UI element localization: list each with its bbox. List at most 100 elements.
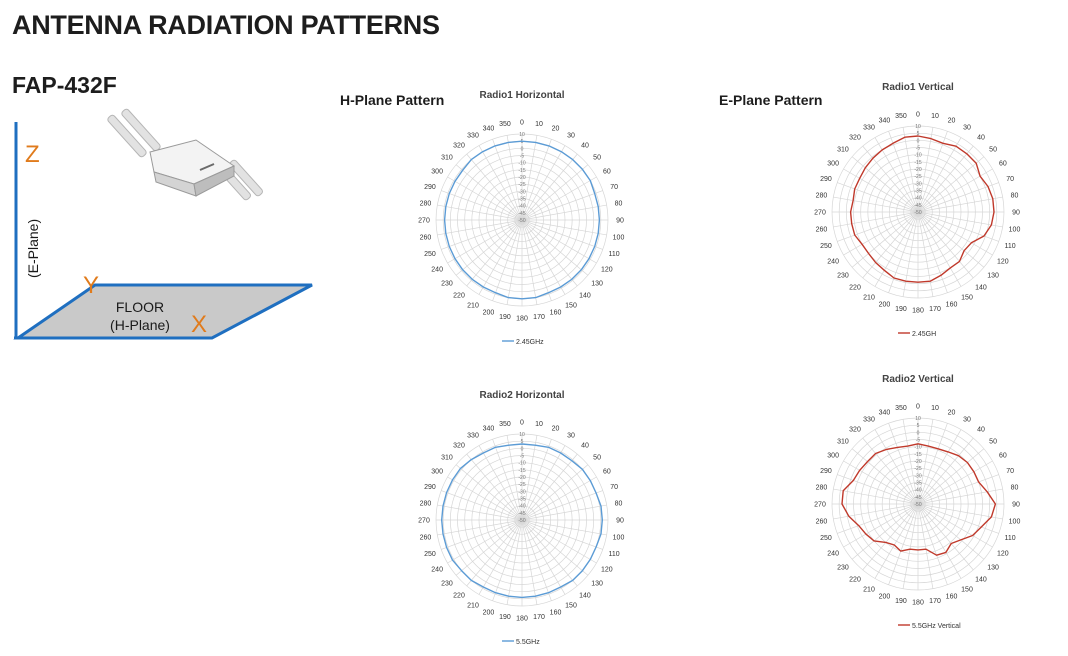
grid-spoke [466,453,523,521]
angle-tick-label: 340 [483,425,495,432]
grid-spoke [455,219,523,276]
grid-spoke [851,503,919,560]
angle-tick-label: 50 [593,455,601,462]
grid-spoke [492,139,523,221]
angle-tick-label: 170 [929,598,941,605]
grid-spoke [521,176,597,221]
chart-title: Radio1 Vertical [882,82,954,93]
angle-tick-label: 260 [816,519,828,526]
grid-spoke [917,503,985,560]
y-axis-label: Y [83,272,99,299]
angle-tick-label: 20 [552,425,560,432]
angle-tick-label: 290 [424,184,436,191]
e-plane-pattern-label: E-Plane Pattern [719,92,823,108]
grid-spoke [917,211,934,297]
radial-tick-label: 0 [521,146,524,152]
page-title: ANTENNA RADIATION PATTERNS [12,10,440,40]
grid-spoke [437,504,523,521]
radial-tick-label: -10 [518,161,525,167]
angle-tick-label: 220 [453,293,465,300]
angle-tick-label: 340 [483,125,495,132]
radial-tick-label: -40 [518,504,525,510]
angle-tick-label: 210 [863,586,875,593]
radio2-vertical-chart: Radio2 Vertical 0 10 20 30 40 50 60 70 80 90 100 110… [790,370,1046,638]
radial-tick-label: -25 [914,174,921,180]
z-axis-label: Z [25,141,40,168]
radial-tick-label: 10 [519,432,525,438]
grid-spoke [862,503,919,571]
angle-tick-label: 280 [420,200,432,207]
h-plane-pattern-label: H-Plane Pattern [340,92,445,108]
angle-tick-label: 310 [837,439,849,446]
angle-tick-label: 50 [989,147,997,154]
angle-tick-label: 210 [467,602,479,609]
grid-spoke [917,448,985,505]
angle-tick-label: 230 [837,564,849,571]
grid-spoke [521,519,538,605]
angle-tick-label: 150 [565,602,577,609]
grid-spoke [478,219,523,295]
grid-spoke [917,127,934,213]
angle-tick-label: 30 [963,417,971,424]
angle-tick-label: 230 [441,580,453,587]
radial-tick-label: -15 [914,160,921,166]
angle-tick-label: 140 [579,293,591,300]
radial-tick-label: -45 [518,211,525,217]
angle-tick-label: 160 [550,610,562,617]
chart-title: Radio2 Horizontal [479,390,564,401]
radio1-vertical-chart: Radio1 Vertical 0 10 20 30 40 50 60 70 80 90 100 110… [790,78,1046,346]
legend-label: 2.45GHz [516,339,544,346]
grid-spoke [521,519,566,595]
angle-tick-label: 20 [552,125,560,132]
grid-spoke [506,135,523,221]
angle-tick-label: 90 [616,218,624,225]
grid-spoke [447,176,523,221]
angle-tick-label: 270 [814,502,826,509]
grid-spoke [521,219,552,301]
angle-tick-label: 330 [467,133,479,140]
grid-spoke [843,503,919,548]
grid-spoke [447,476,523,521]
angle-tick-label: 70 [1006,176,1014,183]
angle-tick-label: 170 [929,306,941,313]
radial-tick-label: -45 [914,495,921,501]
grid-spoke [466,219,523,287]
grid-spoke [478,445,523,521]
grid-spoke [917,211,999,242]
angle-tick-label: 330 [467,433,479,440]
grid-spoke [521,439,552,521]
radial-tick-label: 0 [917,138,920,144]
radial-tick-label: 0 [917,430,920,436]
grid-spoke [917,211,1003,228]
angle-tick-label: 100 [613,535,625,542]
radial-tick-label: 10 [915,124,921,130]
angle-tick-label: 290 [820,468,832,475]
angle-tick-label: 90 [616,518,624,525]
angle-tick-label: 300 [431,469,443,476]
angle-tick-label: 70 [1006,468,1014,475]
angle-tick-label: 190 [499,314,511,321]
angle-tick-label: 250 [820,535,832,542]
grid-spoke [447,519,523,564]
grid-spoke [521,153,578,221]
angle-tick-label: 250 [820,243,832,250]
angle-tick-label: 290 [820,176,832,183]
angle-tick-label: 0 [916,404,920,411]
radio2-horizontal-chart: Radio2 Horizontal 0 10 20 30 40 50 60 70 80 90 100 1… [394,386,650,654]
angle-tick-label: 210 [467,302,479,309]
grid-spoke [917,488,1003,505]
angle-tick-label: 0 [520,120,524,127]
angle-tick-label: 180 [516,316,528,323]
grid-spoke [521,145,566,221]
angle-tick-label: 270 [814,210,826,217]
grid-spoke [833,503,919,520]
angle-tick-label: 40 [581,442,589,449]
grid-spoke [917,182,999,213]
radial-tick-label: -5 [916,146,921,152]
angle-tick-label: 60 [999,161,1007,168]
radial-tick-label: 5 [521,139,524,145]
angle-tick-label: 120 [601,267,613,274]
angle-tick-label: 60 [603,169,611,176]
angle-tick-label: 240 [827,551,839,558]
